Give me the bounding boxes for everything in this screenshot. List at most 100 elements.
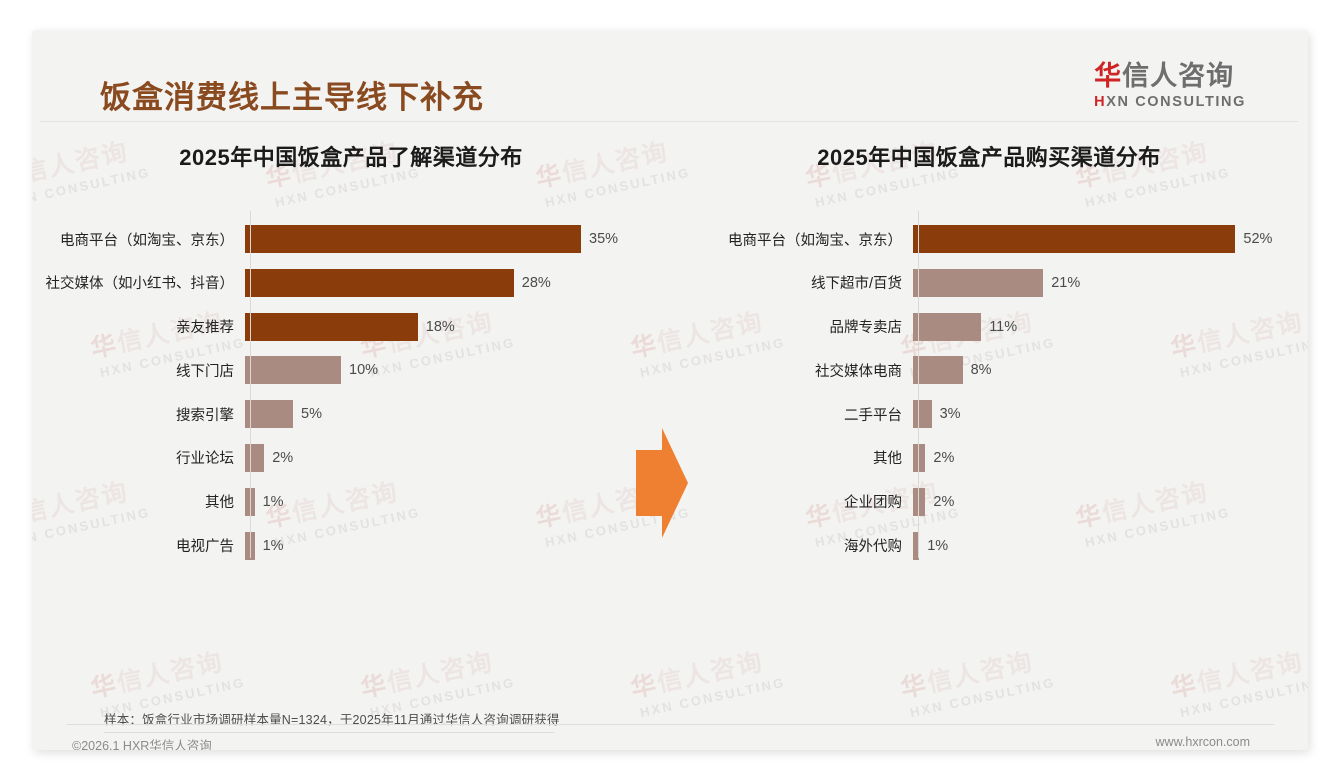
bar-value-label: 10% bbox=[349, 362, 379, 379]
bar-value-label: 1% bbox=[262, 493, 284, 510]
bar-category-label: 亲友推荐 bbox=[176, 320, 234, 337]
bar-category-label: 其他 bbox=[205, 495, 234, 512]
flow-arrow-icon bbox=[636, 428, 688, 538]
bar-track: 18% bbox=[245, 312, 670, 341]
bar-row: 搜索引擎 5% bbox=[32, 400, 670, 429]
bar-row: 线下门店 10% bbox=[32, 356, 670, 385]
bar-category-label: 社交媒体（如小红书、抖音） bbox=[45, 276, 235, 293]
bar-row: 线下超市/百货 21% bbox=[670, 268, 1308, 297]
bar-value-label: 2% bbox=[272, 449, 294, 466]
bar-fill bbox=[913, 356, 963, 385]
bar-fill bbox=[245, 312, 418, 341]
bar-fill bbox=[913, 531, 920, 560]
bar-fill bbox=[245, 268, 514, 297]
bar-fill bbox=[913, 225, 1236, 253]
bar-category-label: 线下超市/百货 bbox=[810, 276, 902, 293]
logo-chinese-text: 华信人咨询 bbox=[1094, 62, 1246, 90]
bar-fill bbox=[913, 443, 926, 472]
page-title: 饭盒消费线上主导线下补充 bbox=[100, 80, 484, 115]
bar-fill bbox=[913, 312, 982, 341]
bar-category-label: 电商平台（如淘宝、京东） bbox=[728, 232, 902, 249]
bar-category-label: 其他 bbox=[873, 451, 902, 468]
bar-track: 35% bbox=[245, 225, 670, 253]
slide-footer: ©2026.1 HXR华信人咨询 www.hxrcon.com bbox=[32, 724, 1308, 750]
bar-category-label: 社交媒体电商 bbox=[815, 363, 902, 380]
header-divider bbox=[40, 121, 1298, 122]
bar-value-label: 2% bbox=[933, 449, 955, 466]
chart-panel-awareness: 2025年中国饭盒产品了解渠道分布 电商平台（如淘宝、京东） 35% 社交媒体（如小… bbox=[32, 140, 670, 575]
bar-track: 28% bbox=[245, 268, 670, 297]
bar-track: 21% bbox=[913, 268, 1308, 297]
bar-track: 1% bbox=[913, 531, 1308, 560]
bar-track: 3% bbox=[913, 400, 1308, 429]
footer-copyright: ©2026.1 HXR华信人咨询 bbox=[72, 739, 212, 750]
bar-fill bbox=[245, 225, 581, 253]
logo-cn-rest: 信人咨询 bbox=[1122, 61, 1235, 91]
chart-body-awareness: 电商平台（如淘宝、京东） 35% 社交媒体（如小红书、抖音） 28% 亲友推荐 18% 线下… bbox=[32, 211, 670, 560]
bar-value-label: 35% bbox=[589, 231, 619, 247]
bar-fill bbox=[245, 400, 293, 429]
bar-category-label: 线下门店 bbox=[176, 363, 234, 380]
bar-track: 2% bbox=[913, 443, 1308, 472]
slide-header: 饭盒消费线上主导线下补充 华信人咨询 HXN CONSULTING bbox=[32, 30, 1308, 121]
bar-fill bbox=[245, 356, 341, 385]
bar-row: 社交媒体电商 8% bbox=[670, 356, 1308, 385]
bar-fill bbox=[913, 400, 932, 429]
bar-value-label: 1% bbox=[262, 537, 284, 554]
bar-category-label: 行业论坛 bbox=[176, 451, 234, 468]
bar-row: 其他 2% bbox=[670, 443, 1308, 472]
bar-value-label: 1% bbox=[927, 537, 949, 554]
charts-container: 2025年中国饭盒产品了解渠道分布 电商平台（如淘宝、京东） 35% 社交媒体（如小… bbox=[32, 140, 1308, 575]
chart-panel-purchase: 2025年中国饭盒产品购买渠道分布 电商平台（如淘宝、京东） 52% 线下超市/百货… bbox=[670, 140, 1308, 575]
bar-category-label: 品牌专卖店 bbox=[829, 320, 903, 337]
bar-row: 企业团购 2% bbox=[670, 487, 1308, 516]
logo-en-accent-char: H bbox=[1094, 94, 1107, 111]
bar-value-label: 2% bbox=[933, 493, 955, 510]
bar-fill bbox=[245, 531, 255, 560]
footer-website: www.hxrcon.com bbox=[1155, 735, 1250, 749]
bar-category-label: 企业团购 bbox=[844, 495, 902, 512]
bar-fill bbox=[913, 487, 926, 516]
bar-list-purchase: 电商平台（如淘宝、京东） 52% 线下超市/百货 21% 品牌专卖店 11% 社交媒体电商 8… bbox=[670, 225, 1308, 560]
bar-track: 8% bbox=[913, 356, 1308, 385]
bar-row: 亲友推荐 18% bbox=[32, 312, 670, 341]
bar-track: 10% bbox=[245, 356, 670, 385]
footnote-rule bbox=[104, 732, 554, 733]
chart-title-awareness: 2025年中国饭盒产品了解渠道分布 bbox=[179, 145, 523, 170]
bar-value-label: 18% bbox=[425, 318, 455, 335]
bar-value-label: 11% bbox=[989, 318, 1018, 335]
chart-title-purchase: 2025年中国饭盒产品购买渠道分布 bbox=[817, 145, 1161, 170]
logo-cn-accent-char: 华 bbox=[1094, 61, 1123, 91]
logo-en-rest: XN CONSULTING bbox=[1106, 94, 1246, 111]
bar-track: 2% bbox=[245, 443, 670, 472]
bar-track: 11% bbox=[913, 312, 1308, 341]
bar-category-label: 二手平台 bbox=[844, 407, 902, 424]
bar-fill bbox=[245, 487, 255, 516]
bar-category-label: 电视广告 bbox=[176, 539, 234, 556]
bar-category-label: 电商平台（如淘宝、京东） bbox=[60, 232, 234, 249]
bar-row: 行业论坛 2% bbox=[32, 443, 670, 472]
bar-row: 电商平台（如淘宝、京东） 52% bbox=[670, 225, 1308, 253]
bar-value-label: 21% bbox=[1051, 274, 1081, 291]
footer-divider bbox=[66, 724, 1274, 725]
bar-row: 电视广告 1% bbox=[32, 531, 670, 560]
bar-track: 2% bbox=[913, 487, 1308, 516]
bar-fill bbox=[913, 268, 1044, 297]
bar-track: 5% bbox=[245, 400, 670, 429]
chart-body-purchase: 电商平台（如淘宝、京东） 52% 线下超市/百货 21% 品牌专卖店 11% 社交媒体电商 8… bbox=[670, 211, 1308, 560]
bar-category-label: 海外代购 bbox=[844, 539, 902, 556]
bar-row: 社交媒体（如小红书、抖音） 28% bbox=[32, 268, 670, 297]
bar-row: 二手平台 3% bbox=[670, 400, 1308, 429]
company-logo: 华信人咨询 HXN CONSULTING bbox=[1094, 62, 1246, 111]
bar-value-label: 5% bbox=[301, 406, 322, 423]
bar-list-awareness: 电商平台（如淘宝、京东） 35% 社交媒体（如小红书、抖音） 28% 亲友推荐 18% 线下… bbox=[32, 225, 670, 560]
logo-english-text: HXN CONSULTING bbox=[1094, 94, 1246, 110]
bar-value-label: 28% bbox=[521, 274, 551, 291]
bar-track: 52% bbox=[913, 225, 1308, 253]
bar-row: 海外代购 1% bbox=[670, 531, 1308, 560]
bar-fill bbox=[245, 443, 265, 472]
